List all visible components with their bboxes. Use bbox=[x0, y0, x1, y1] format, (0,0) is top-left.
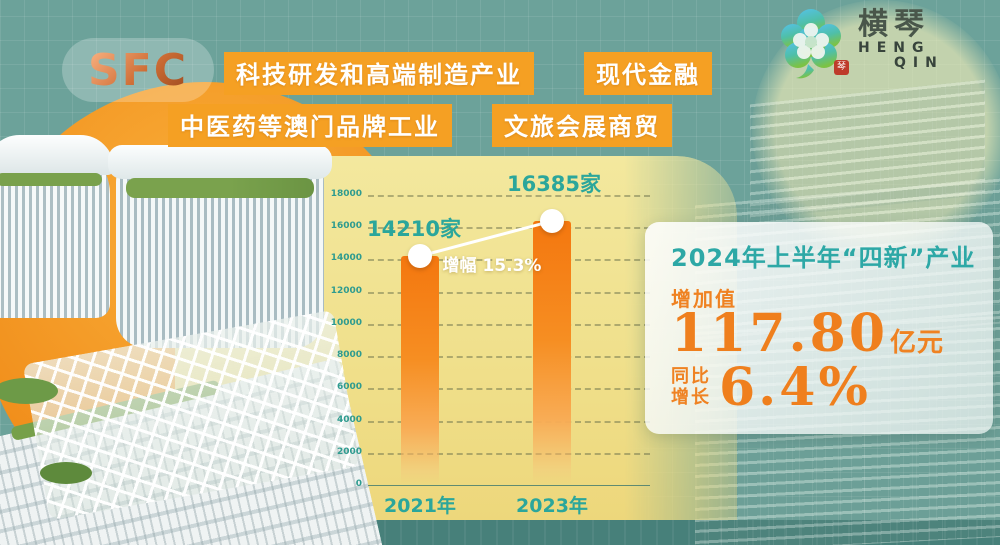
gridline bbox=[368, 323, 650, 326]
bar-2023年 bbox=[533, 221, 571, 485]
gridline bbox=[368, 356, 650, 359]
bar-2021年 bbox=[401, 256, 439, 485]
gridline bbox=[368, 195, 650, 197]
industry-tag-culture-tourism-mice: 文旅会展商贸 bbox=[492, 104, 672, 147]
gridline bbox=[368, 420, 650, 423]
gridline bbox=[368, 388, 650, 391]
hengqin-english-name-line1: HENG bbox=[858, 40, 931, 56]
hengqin-logo-text: 横琴 HENG QIN bbox=[858, 8, 944, 80]
x-axis-label: 2023年 bbox=[516, 495, 588, 517]
gridline bbox=[368, 485, 650, 486]
bar-chart: 18000 16000 14000 12000 10000 8000 6000 4000 200… bbox=[330, 172, 652, 530]
gridline bbox=[368, 259, 650, 262]
added-value-unit: 亿元 bbox=[890, 328, 945, 358]
hengqin-english-name-line2: QIN bbox=[894, 55, 944, 72]
building-oval-tower bbox=[0, 135, 114, 318]
panel-title: 2024年上半年“四新”产业 bbox=[671, 244, 976, 272]
y-tick-label: 12000 bbox=[330, 285, 362, 296]
hengqin-red-seal: 琴 bbox=[834, 60, 849, 75]
hengqin-logo: 琴 横琴 HENG QIN bbox=[778, 8, 944, 80]
yoy-growth-row: 同比 增长 6.4% bbox=[671, 356, 993, 418]
value-label: 16385家 bbox=[506, 172, 602, 197]
y-tick-label: 0 bbox=[355, 479, 362, 489]
data-point-dot bbox=[540, 209, 564, 234]
added-value-number: 117.80 bbox=[671, 303, 889, 364]
y-tick-label: 14000 bbox=[330, 253, 362, 264]
sfc-logo: SFC bbox=[62, 38, 214, 102]
y-tick-label: 4000 bbox=[336, 414, 362, 425]
data-point-dot bbox=[408, 244, 432, 269]
industry-tag-tech-manufacturing: 科技研发和高端制造产业 bbox=[224, 52, 534, 95]
greenery bbox=[0, 378, 58, 404]
hengqin-chinese-name: 横琴 bbox=[858, 7, 930, 42]
yoy-growth-label-line2: 增长 bbox=[671, 386, 711, 408]
added-value-row: 117.80 亿元 bbox=[671, 304, 993, 364]
yoy-growth-label: 同比 增长 bbox=[671, 366, 711, 408]
building-rounded-block bbox=[108, 145, 332, 348]
y-tick-label: 8000 bbox=[336, 350, 362, 361]
gridline bbox=[368, 291, 650, 294]
x-axis-label: 2021年 bbox=[384, 495, 456, 517]
added-value-label: 增加值 bbox=[671, 287, 737, 311]
yoy-growth-number: 6.4% bbox=[719, 356, 871, 418]
stats-panel: 2024年上半年“四新”产业 增加值 117.80 亿元 同比 增长 6.4% bbox=[645, 222, 993, 434]
industry-tag-tcm-macao-brands: 中医药等澳门品牌工业 bbox=[168, 104, 452, 147]
sfc-logo-text: SFC bbox=[87, 44, 189, 96]
industry-tag-modern-finance: 现代金融 bbox=[584, 52, 712, 95]
y-tick-label: 10000 bbox=[330, 317, 362, 328]
y-tick-label: 2000 bbox=[336, 446, 362, 457]
campus-photo bbox=[0, 132, 407, 545]
flower-icon bbox=[781, 9, 841, 79]
y-tick-label: 6000 bbox=[336, 382, 362, 393]
growth-rate-label: 增幅 15.3% bbox=[442, 255, 542, 276]
greenery bbox=[40, 462, 92, 484]
y-tick-label: 16000 bbox=[330, 221, 362, 232]
yoy-growth-label-line1: 同比 bbox=[671, 366, 711, 387]
value-label: 14210家 bbox=[366, 217, 462, 242]
gridline bbox=[368, 452, 650, 455]
hengqin-flower-icon: 琴 bbox=[778, 8, 849, 80]
y-tick-label: 18000 bbox=[330, 189, 362, 199]
